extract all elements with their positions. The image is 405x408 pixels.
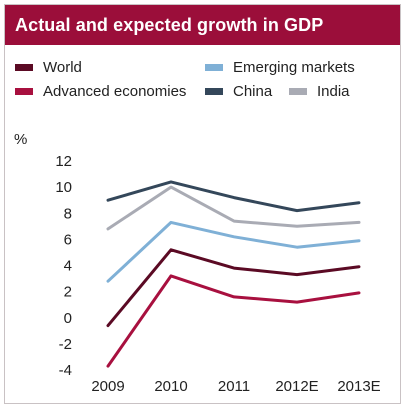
title-bar: Actual and expected growth in GDP xyxy=(5,5,400,45)
legend-item-world: World xyxy=(15,59,82,76)
legend-swatch-emerging-markets xyxy=(205,64,223,71)
legend-item-advanced-economies: Advanced economies xyxy=(15,83,186,100)
legend-item-china: China xyxy=(205,83,272,100)
x-tick-label: 2013E xyxy=(337,378,380,395)
legend-swatch-india xyxy=(289,88,307,95)
x-tick-label: 2010 xyxy=(154,378,187,395)
legend-label-china: China xyxy=(233,83,273,100)
series-layer xyxy=(106,180,361,368)
y-tick-label: 10 xyxy=(55,179,72,196)
legend-label-world: World xyxy=(43,59,82,76)
legend-label-advanced-economies: Advanced economies xyxy=(43,83,187,100)
y-tick-label: 4 xyxy=(64,258,72,275)
x-tick-label: 2009 xyxy=(91,378,124,395)
x-tick-label: 2012E xyxy=(275,378,318,395)
y-tick-label: 12 xyxy=(55,153,72,170)
chart-frame: Actual and expected growth in GDP World … xyxy=(4,4,401,404)
y-tick-label: 0 xyxy=(64,310,72,327)
series-line-india xyxy=(106,185,361,231)
y-tick-label: -4 xyxy=(59,362,72,379)
legend-item-emerging-markets: Emerging markets xyxy=(205,59,355,76)
legend-swatch-world xyxy=(15,64,33,71)
y-tick-label: 2 xyxy=(64,284,72,301)
legend-swatch-china xyxy=(205,88,223,95)
chart-title: Actual and expected growth in GDP xyxy=(15,14,324,35)
legend-label-emerging-markets: Emerging markets xyxy=(233,59,355,76)
series-line-world xyxy=(106,248,361,328)
legend-swatch-advanced-economies xyxy=(15,88,33,95)
y-axis-unit-label: % xyxy=(14,131,28,148)
series-line-advanced-economies xyxy=(106,274,361,368)
y-tick-label: 6 xyxy=(64,231,72,248)
axis-layer: 12 10 8 6 4 2 0 -2 -4 2009 2010 2011 2012E 2013E xyxy=(55,153,380,395)
legend-label-india: India xyxy=(317,83,350,100)
x-tick-label: 2011 xyxy=(218,378,250,395)
series-line-china xyxy=(106,180,361,213)
legend: World Emerging markets Advanced economie… xyxy=(5,53,400,109)
legend-item-india: India xyxy=(289,83,350,100)
y-tick-label: 8 xyxy=(64,205,72,222)
y-tick-label: -2 xyxy=(59,336,72,353)
series-line-emerging-markets xyxy=(106,220,361,283)
